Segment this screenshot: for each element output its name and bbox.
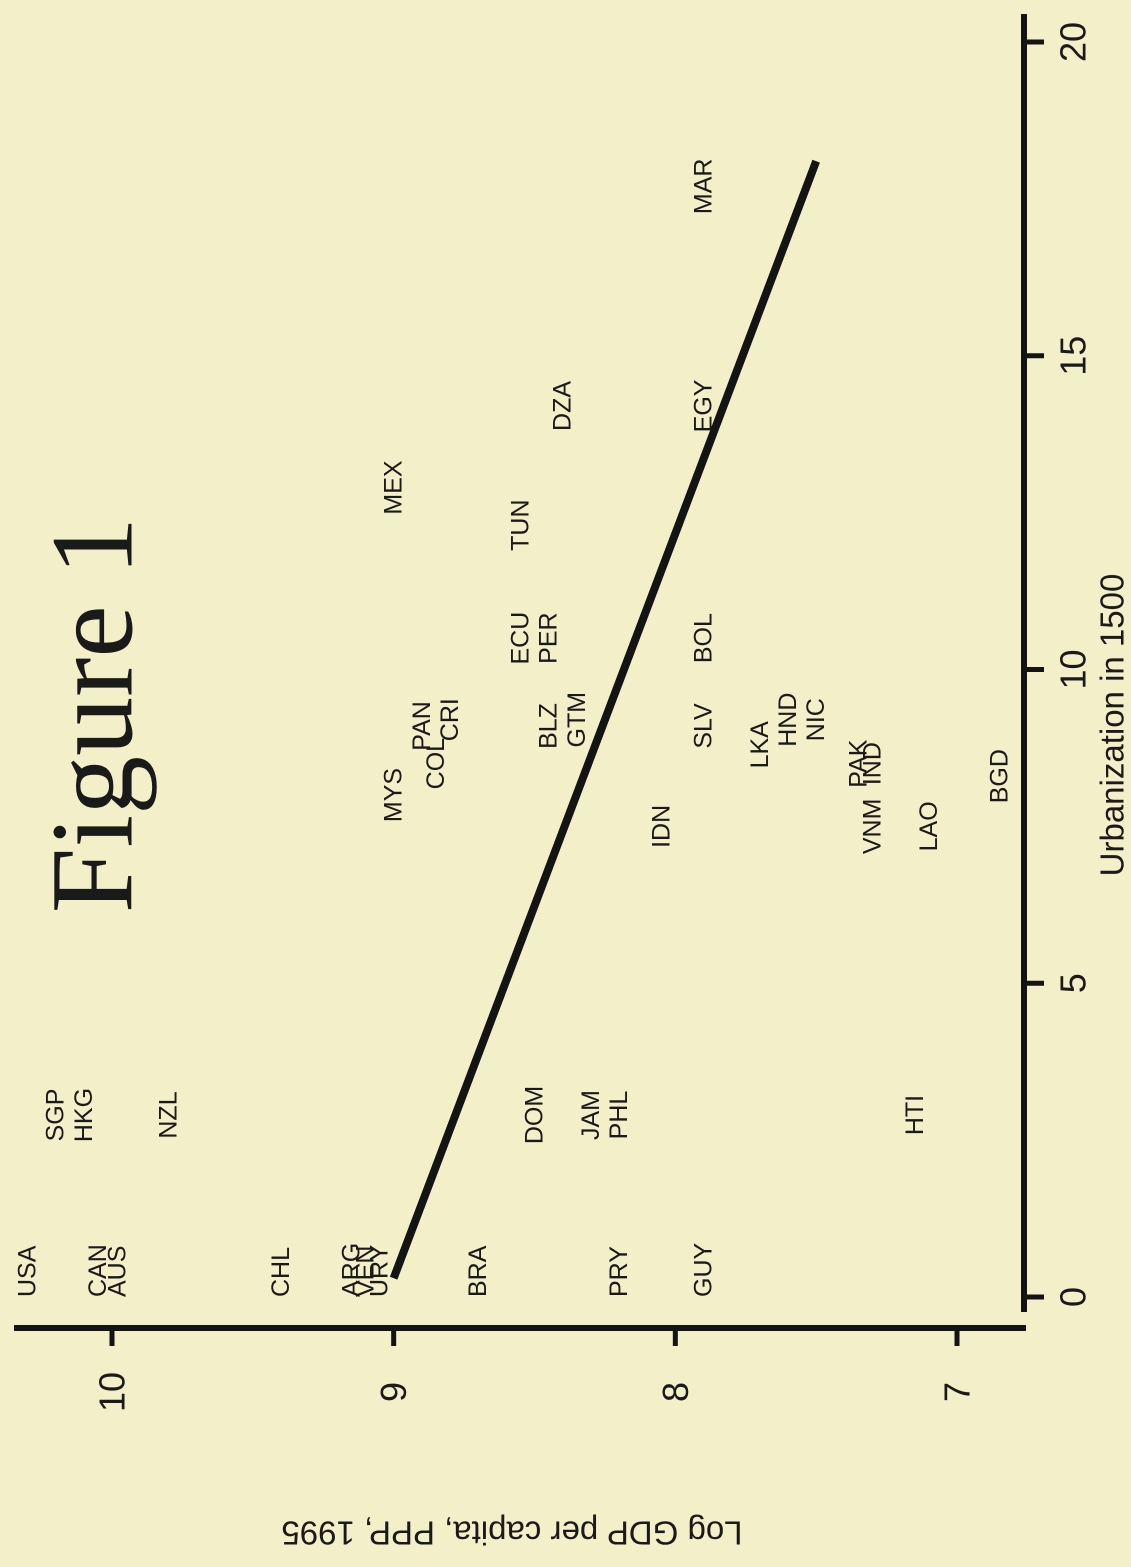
y-tick-label: 10 (92, 1372, 133, 1412)
country-label: HTI (901, 1095, 929, 1135)
country-label: CRI (436, 698, 464, 741)
country-label: URY (366, 1244, 394, 1297)
country-label: CAN (84, 1244, 112, 1297)
country-label: PHL (605, 1091, 633, 1140)
country-label: NZL (154, 1091, 182, 1138)
country-label: VEN (352, 1246, 380, 1297)
figure-title: Figure 1 (27, 517, 158, 914)
country-label: PAK (844, 739, 872, 787)
country-label: IDN (647, 805, 675, 848)
country-label: DZA (549, 381, 577, 431)
country-label: MEX (380, 460, 408, 515)
country-label: TUN (506, 499, 534, 550)
country-label: DOM (521, 1086, 549, 1144)
country-label: SLV (690, 703, 718, 749)
country-label: GUY (690, 1243, 718, 1298)
x-tick-label: 15 (1053, 336, 1094, 376)
x-tick-label: 0 (1053, 1287, 1094, 1307)
y-tick-label: 7 (937, 1382, 978, 1402)
country-label: PRY (605, 1246, 633, 1297)
country-label: SGP (42, 1089, 70, 1142)
country-label: BGD (985, 749, 1013, 803)
country-label: PAN (408, 701, 436, 751)
country-label: EGY (690, 379, 718, 432)
country-label: COL (422, 738, 450, 790)
country-label: HND (774, 693, 802, 747)
x-axis-title: Urbanization in 1500 (1094, 574, 1131, 877)
country-label: NIC (802, 698, 830, 741)
country-label: BRA (464, 1245, 492, 1297)
country-label: MYS (380, 768, 408, 822)
x-tick-label: 5 (1053, 973, 1094, 993)
country-label: MAR (690, 159, 718, 215)
country-label: BOL (690, 613, 718, 663)
x-tick-label: 10 (1053, 649, 1094, 689)
country-label: LKA (746, 721, 774, 769)
country-label: IND (859, 742, 887, 785)
country-label: ARG (337, 1243, 365, 1297)
x-tick-label: 20 (1053, 22, 1094, 62)
y-axis-title: Log GDP per capita, PPP, 1995 (281, 1515, 742, 1552)
fit-line (389, 159, 820, 1280)
country-label: USA (14, 1245, 42, 1297)
country-label: GTM (563, 692, 591, 748)
country-label: CHL (267, 1247, 295, 1297)
country-label: LAO (915, 801, 943, 851)
y-tick-label: 9 (373, 1382, 414, 1402)
country-label: BLZ (535, 703, 563, 749)
country-label: PER (535, 612, 563, 663)
country-label: AUS (104, 1246, 132, 1297)
y-tick-label: 8 (655, 1382, 696, 1402)
country-label: JAM (577, 1090, 605, 1140)
country-label: ECU (506, 612, 534, 665)
country-label: VNM (859, 799, 887, 855)
country-label: HKG (70, 1088, 98, 1142)
